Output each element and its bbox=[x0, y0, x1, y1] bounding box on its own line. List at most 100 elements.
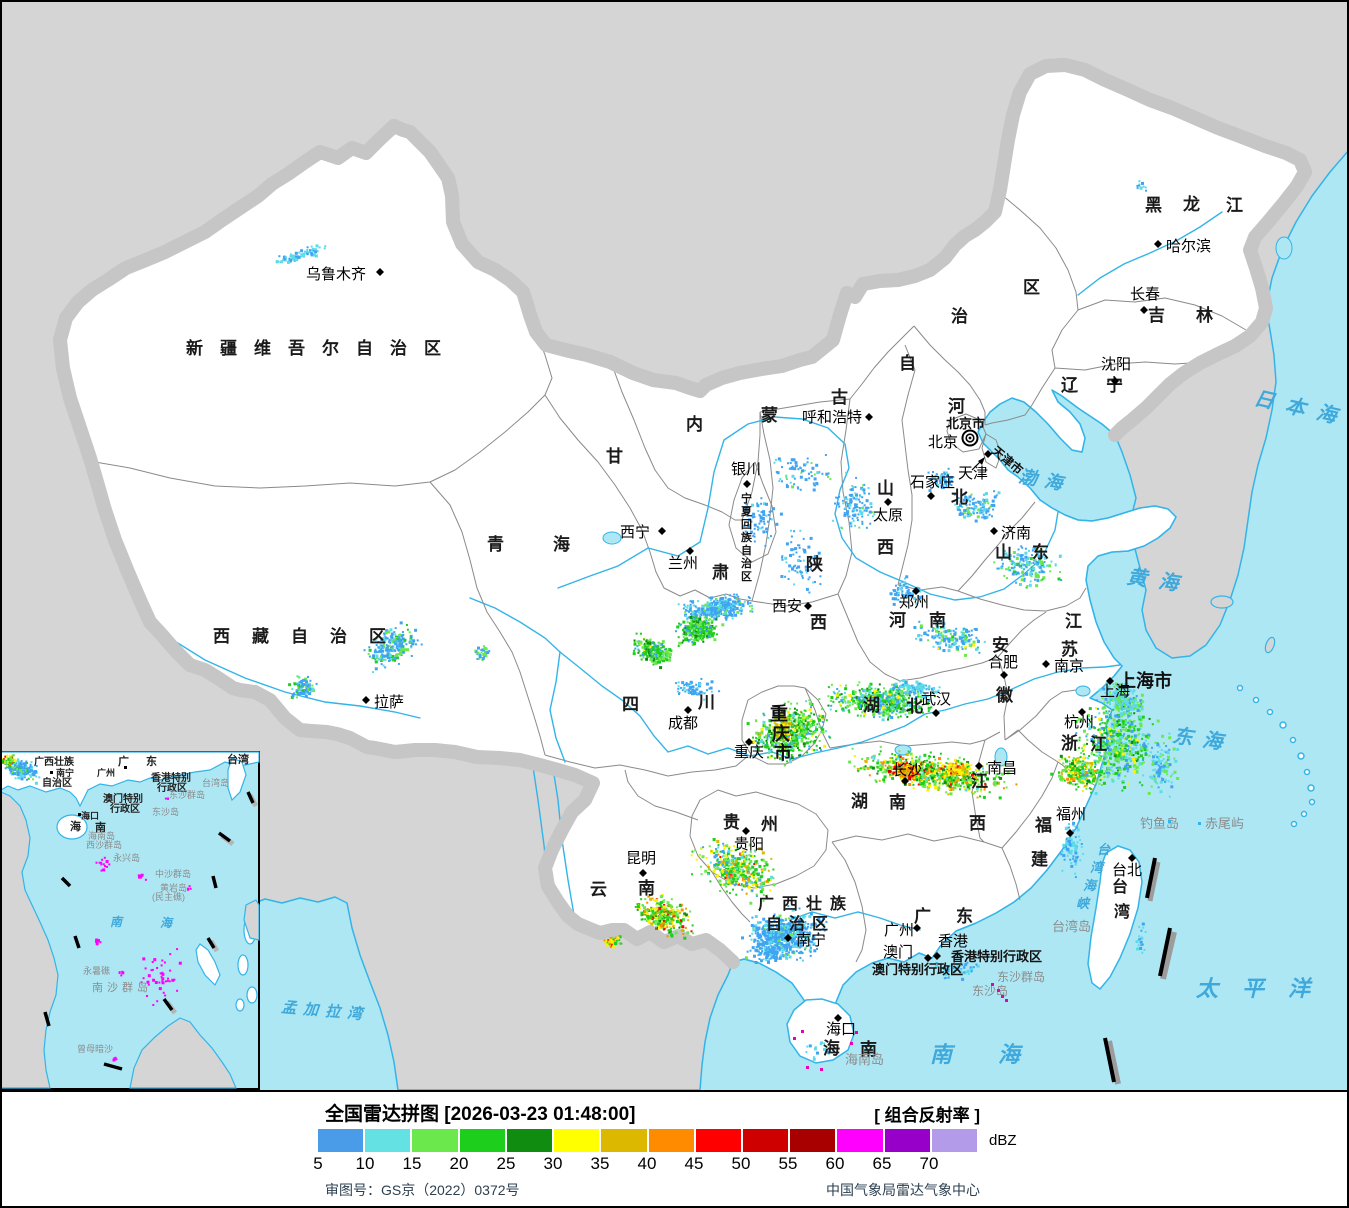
inset-hainan bbox=[56, 814, 88, 840]
city-label: 拉萨 bbox=[374, 694, 404, 711]
boundary-dash bbox=[1147, 861, 1161, 902]
city-label: 南宁 bbox=[796, 932, 826, 949]
map-label: 太平洋 bbox=[1196, 976, 1334, 1001]
province-boundaries bbox=[94, 194, 1247, 963]
island-dot bbox=[1001, 995, 1004, 998]
inset-label: 行政区 bbox=[109, 802, 140, 815]
legend-color-cell bbox=[365, 1129, 411, 1152]
inset-borneo bbox=[129, 1017, 237, 1089]
legend-tick-value: 45 bbox=[684, 1154, 704, 1173]
inset-label: 海南岛 bbox=[88, 830, 115, 841]
map-label: 建 bbox=[1031, 849, 1048, 869]
issuing-agency: 中国气象局雷达气象中心 bbox=[826, 1182, 980, 1198]
legend-color-cell bbox=[459, 1129, 505, 1152]
inset-label: 永暑礁 bbox=[83, 965, 110, 976]
inset-label: 南宁 bbox=[56, 767, 74, 778]
map-label: 湖 bbox=[851, 792, 868, 811]
foreign-islands bbox=[1210, 595, 1276, 654]
city-marker-icon bbox=[924, 954, 932, 962]
city-marker-icon bbox=[912, 587, 920, 595]
map-label: 海 bbox=[553, 534, 570, 554]
city-marker-layer: 乌鲁木齐拉萨西宁兰州银川呼和浩特太原石家庄济南郑州西安成都重庆武汉长沙 南昌合肥南… bbox=[306, 238, 1211, 1071]
city-label: 石家庄 bbox=[910, 473, 955, 491]
map-approval-number: 审图号：GS京（2022）0372号 bbox=[325, 1182, 520, 1198]
boundary-dash bbox=[211, 875, 218, 889]
city-marker-icon bbox=[901, 777, 909, 785]
map-label: 治 bbox=[951, 306, 968, 326]
map-label: 赤尾屿 bbox=[1205, 816, 1244, 831]
city-marker-icon bbox=[1154, 240, 1162, 248]
map-label: 钓鱼岛 bbox=[1140, 816, 1179, 831]
map-label: 西 bbox=[877, 538, 894, 557]
map-label: 山 bbox=[995, 543, 1012, 562]
inset-nine-dash-line bbox=[43, 791, 259, 1071]
legend-color-cell bbox=[601, 1129, 647, 1152]
map-label: 治 bbox=[741, 556, 752, 570]
city-label: 贵阳 bbox=[734, 836, 764, 853]
map-label: 江 bbox=[1226, 196, 1243, 215]
map-label: 上海市 bbox=[1118, 670, 1172, 691]
inset-label: 海 bbox=[160, 916, 174, 930]
city-label: 天津 bbox=[958, 465, 988, 482]
inset-label: 广 bbox=[118, 754, 129, 768]
inset-label: 东 bbox=[146, 754, 157, 768]
city-marker-icon bbox=[658, 527, 666, 535]
city-label: 海口 bbox=[826, 1021, 856, 1038]
boundary-dash bbox=[1103, 1037, 1116, 1083]
island-dot bbox=[1198, 822, 1201, 825]
city-marker-icon bbox=[684, 706, 692, 714]
city-label: 香港 bbox=[938, 933, 968, 950]
map-label: 林 bbox=[1196, 305, 1213, 325]
boundary-dash bbox=[1158, 927, 1172, 977]
city-marker-icon bbox=[639, 869, 647, 877]
inset-label: 南沙群岛 bbox=[92, 980, 152, 994]
city-label: 西安 bbox=[772, 598, 802, 615]
map-label: 安 bbox=[992, 635, 1009, 655]
city-label: 济南 bbox=[1001, 525, 1031, 542]
city-label: 福州 bbox=[1056, 806, 1086, 823]
boundary-dash bbox=[1106, 1040, 1121, 1085]
city-marker-icon bbox=[376, 268, 384, 276]
island-dot bbox=[997, 989, 1000, 992]
city-label: 兰州 bbox=[668, 555, 698, 572]
map-label: 夏 bbox=[741, 505, 753, 518]
city-label: 北京 bbox=[928, 434, 958, 451]
legend-title: 全国雷达拼图 [2026-03-23 01:48:00] bbox=[325, 1104, 636, 1125]
inset-label: 海 bbox=[70, 819, 81, 833]
legend-tick-value: 5 bbox=[313, 1154, 323, 1173]
city-marker-icon bbox=[927, 492, 935, 500]
map-label: 江 bbox=[971, 772, 988, 791]
map-label: 西 bbox=[810, 613, 827, 632]
city-marker-icon bbox=[1078, 708, 1086, 716]
inset-label: 黄岩岛 bbox=[160, 882, 187, 893]
map-label: 回 bbox=[741, 517, 752, 531]
yellow-river bbox=[557, 416, 1059, 601]
city-label: 广州 bbox=[884, 922, 914, 939]
map-label: 南 bbox=[889, 792, 906, 812]
legend-tick-value: 25 bbox=[496, 1154, 516, 1173]
map-label: 台 bbox=[1097, 842, 1111, 857]
city-marker-icon bbox=[865, 413, 873, 421]
city-marker-icon bbox=[784, 934, 792, 942]
map-label: 西藏自治区 bbox=[213, 626, 408, 646]
map-label: 峡 bbox=[1076, 896, 1091, 911]
map-label: 东 bbox=[956, 906, 973, 926]
map-label: 肃 bbox=[712, 563, 729, 582]
map-label: 湾 bbox=[1090, 860, 1106, 875]
city-label: 西宁 bbox=[620, 524, 650, 541]
city-marker-icon bbox=[913, 924, 921, 932]
legend-color-cell bbox=[695, 1129, 741, 1152]
map-label: 北 bbox=[951, 488, 968, 507]
map-label: 海南岛 bbox=[845, 1052, 884, 1067]
inset-label: 曾母暗沙 bbox=[77, 1043, 113, 1054]
map-label: 自 bbox=[741, 543, 752, 557]
boundary-dash bbox=[73, 935, 81, 949]
island-dot bbox=[1005, 999, 1008, 1002]
inset-label: 海口 bbox=[81, 810, 99, 821]
legend-color-cell bbox=[648, 1129, 694, 1152]
legend-color-cell bbox=[884, 1129, 930, 1152]
inset-taiwan bbox=[227, 757, 247, 802]
legend-tick-value: 55 bbox=[778, 1154, 798, 1173]
